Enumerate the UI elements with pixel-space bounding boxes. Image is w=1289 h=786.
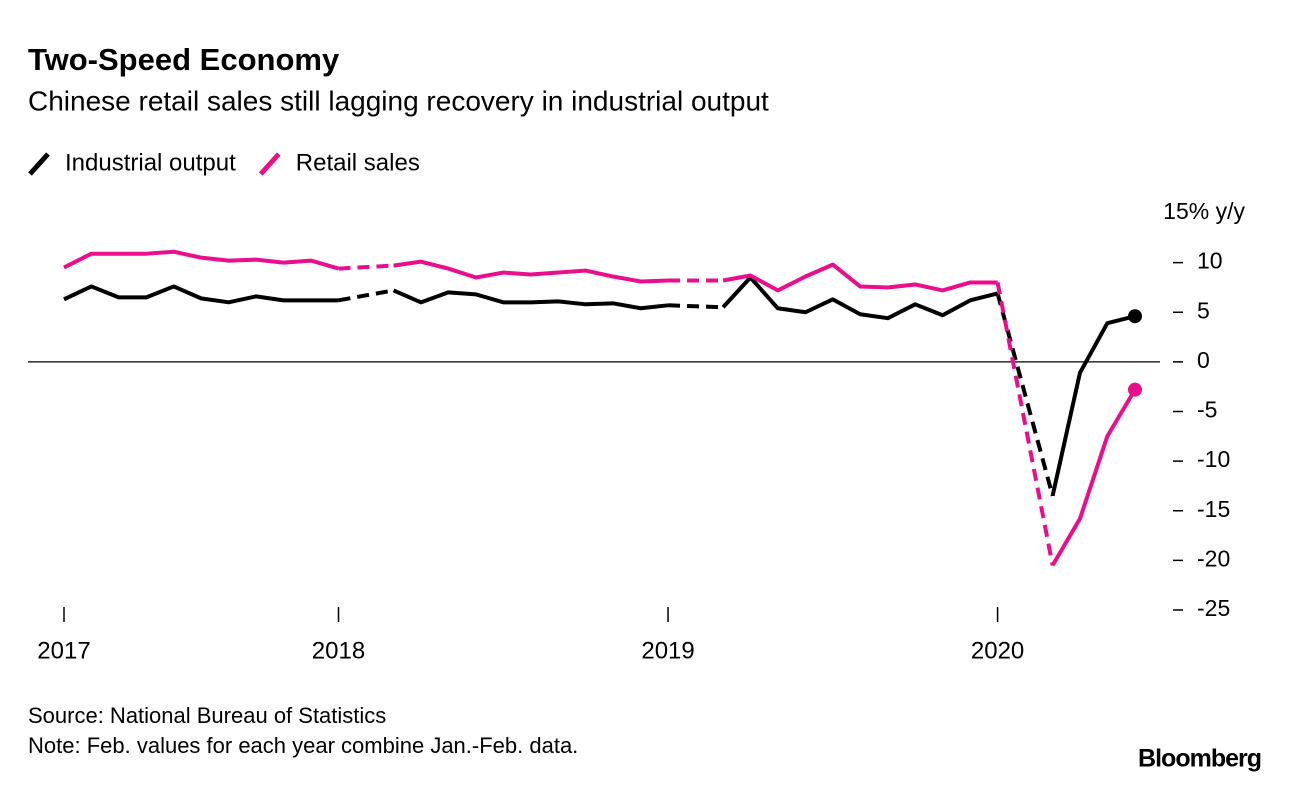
end-marker [1128,309,1142,324]
y-tick-label: -10 [1197,446,1230,472]
gap-connector [338,288,394,303]
y-tick-label: 15% y/y [1163,198,1245,224]
chart-title: Two-Speed Economy [28,42,340,77]
series-line [721,275,999,321]
y-tick-label: 5 [1197,297,1210,323]
y-tick-label: 10 [1197,248,1223,274]
series-line [1050,314,1136,497]
series-line [63,284,339,305]
series-line [1050,388,1137,567]
gap-connector [995,282,1055,566]
legend-swatch [258,152,281,176]
series-line [63,249,340,271]
x-tick-label: 2018 [312,637,365,664]
legend-label: Industrial output [65,149,236,176]
legend-label: Retail sales [296,149,420,176]
brand: Bloomberg [1138,745,1261,773]
y-tick-label: -25 [1197,595,1230,621]
gap-connector [667,303,724,310]
legend-swatch [28,152,50,176]
y-tick-label: 0 [1197,347,1210,373]
source: Source: National Bureau of Statistics [28,703,386,728]
note: Note: Feb. values for each year combine … [28,733,578,758]
series-line [722,262,998,293]
series-line [393,259,669,284]
x-tick-label: 2019 [641,637,694,664]
x-tick-label: 2017 [37,637,90,664]
series-line [392,288,669,311]
y-tick-label: -5 [1197,397,1217,423]
y-tick-label: -15 [1197,496,1230,522]
x-tick-label: 2020 [971,637,1024,664]
y-tick-label: -20 [1197,545,1230,571]
end-marker [1128,382,1142,397]
gap-connector [995,292,1055,497]
gap-connector [338,263,394,271]
chart-subtitle: Chinese retail sales still lagging recov… [28,85,769,116]
